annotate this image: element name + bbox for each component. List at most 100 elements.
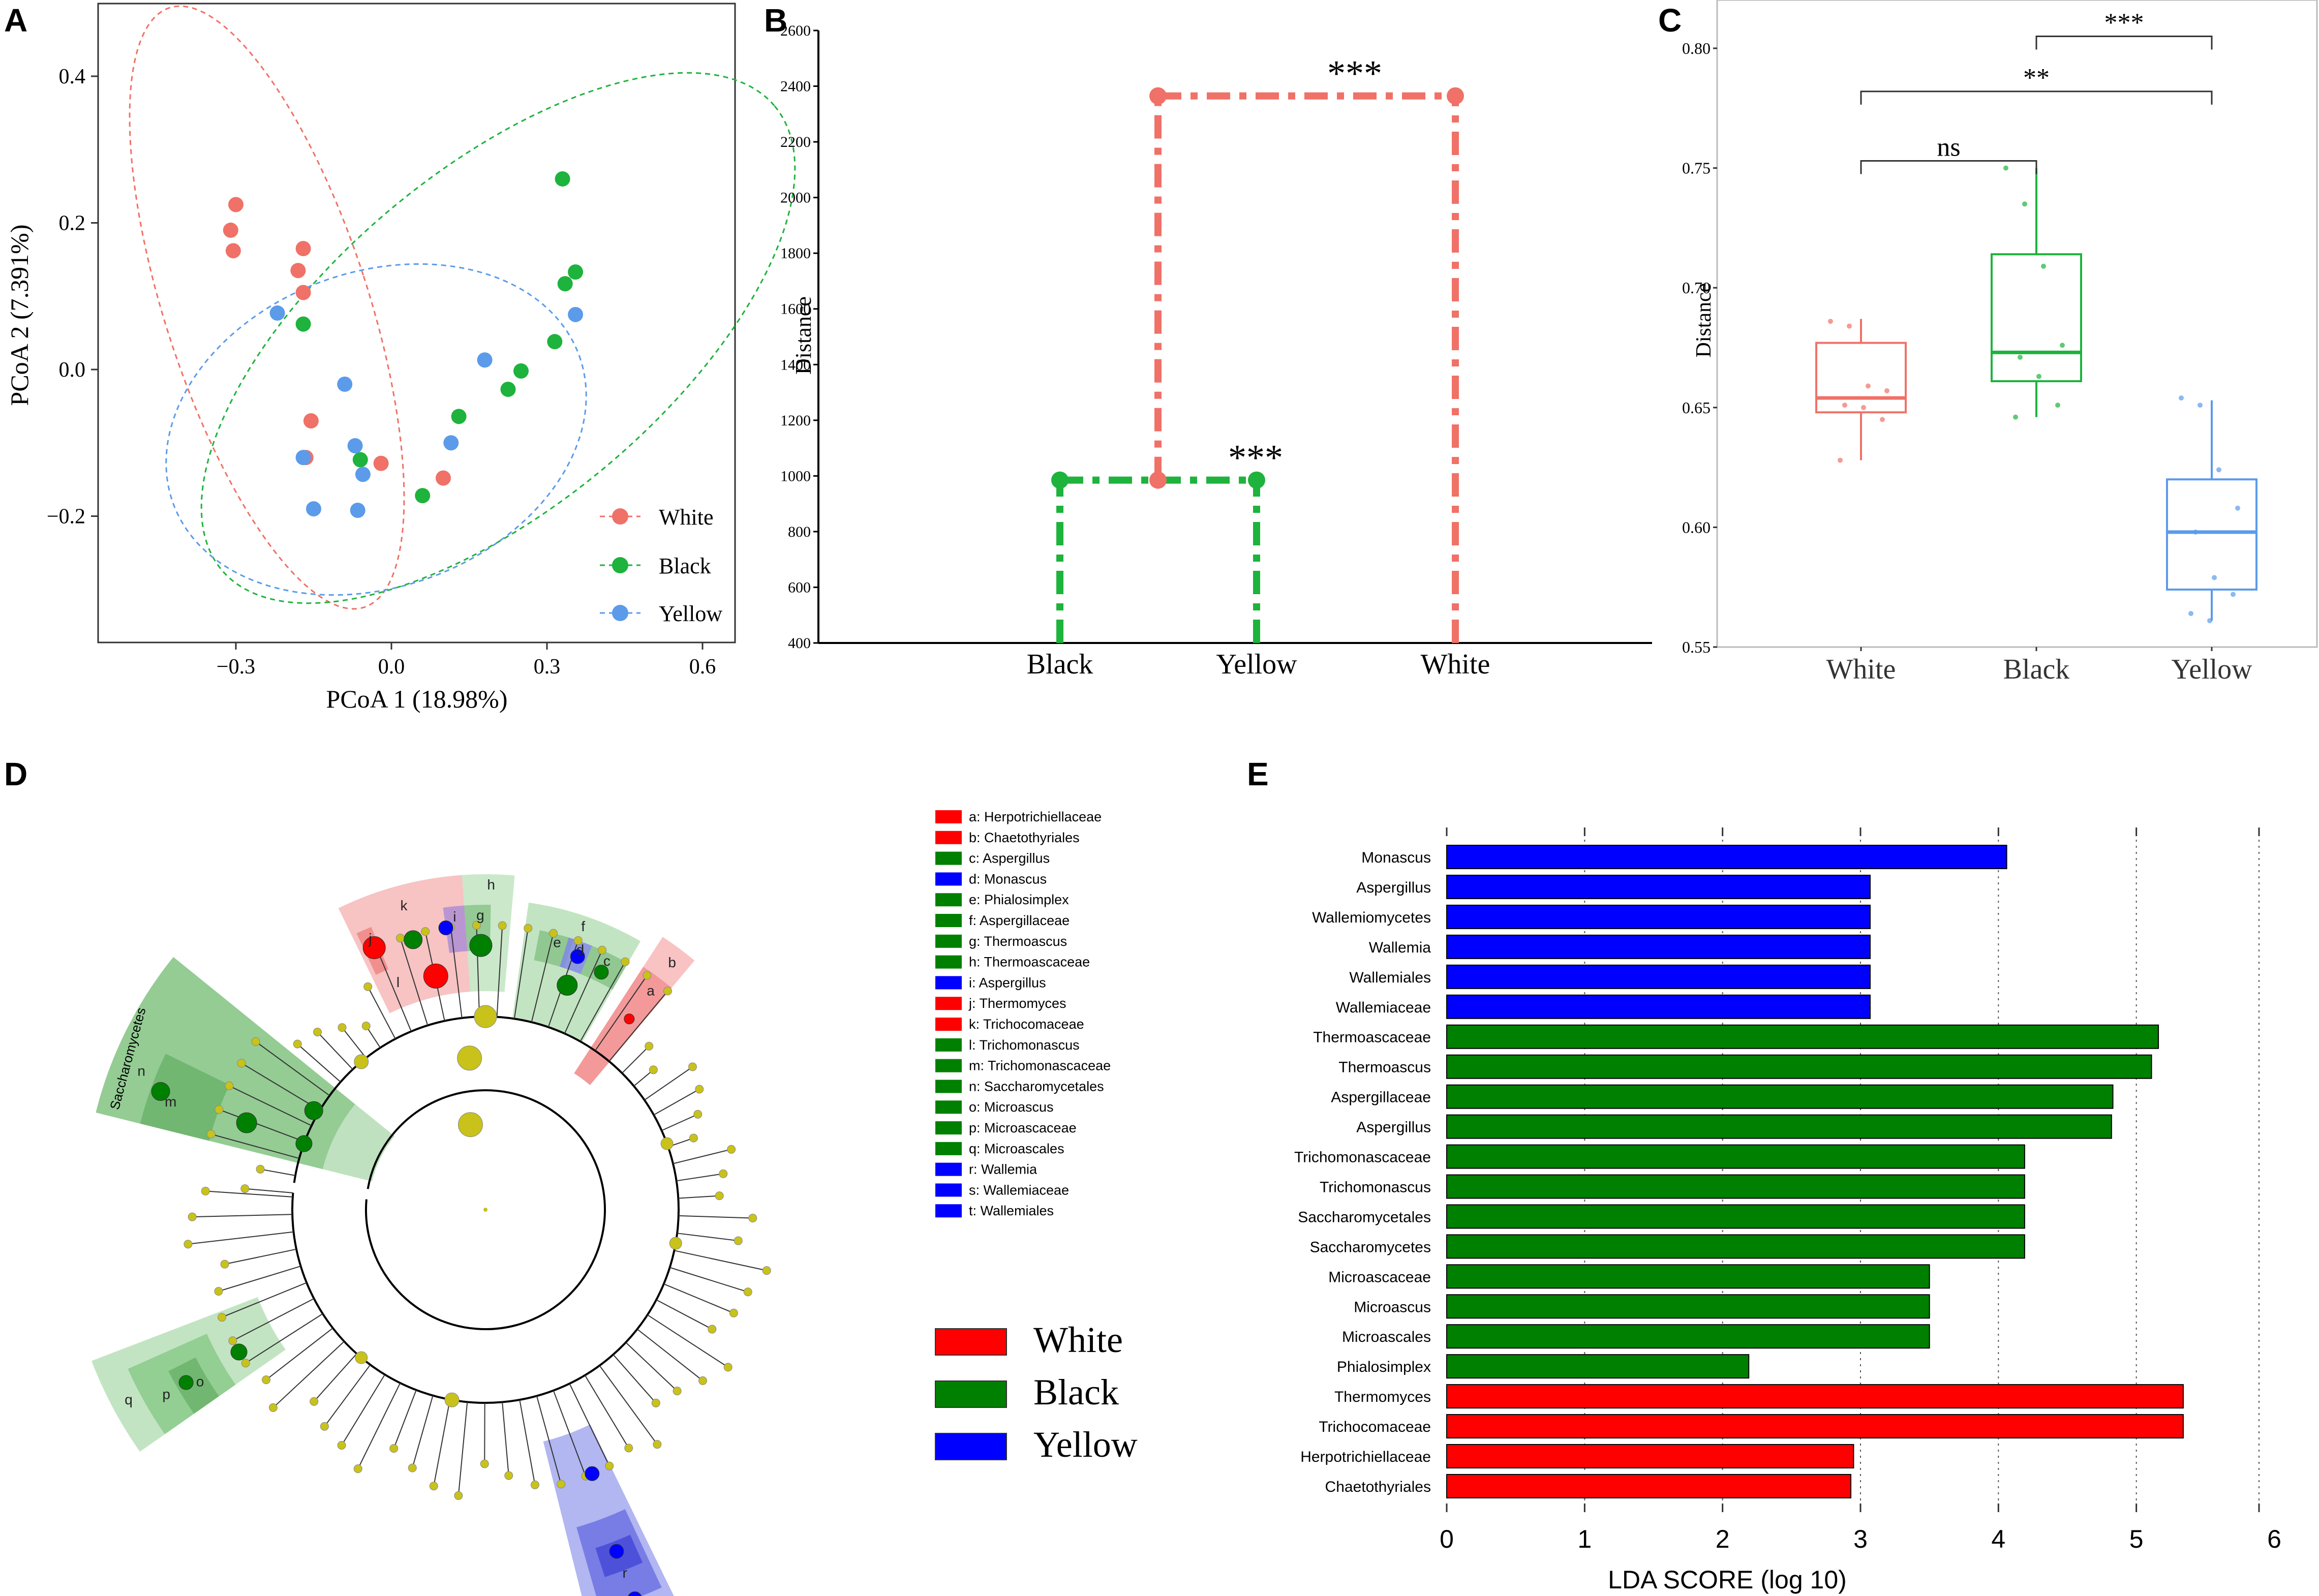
clado-sector-m — [140, 1054, 230, 1141]
clado-legend-swatch — [935, 1183, 962, 1197]
clado-branch — [241, 1062, 320, 1111]
clado-legend-swatch — [935, 1204, 962, 1218]
box-y-tick-label: 0.70 — [1682, 279, 1711, 297]
pcoa-ticks: −0.3 0.0 0.3 0.6 −0.2 0.0 0.2 0.4 — [47, 65, 716, 679]
pcoa-point-black — [568, 264, 584, 280]
clado-leaf-node — [729, 1308, 738, 1317]
clado-marker-node — [295, 1135, 313, 1152]
panel-label-d: D — [4, 756, 27, 792]
box-comparison-bracket — [1860, 90, 2213, 105]
clado-leaf-node — [268, 1403, 278, 1412]
clado-leaf-node — [337, 1440, 346, 1450]
box-point — [2018, 354, 2023, 360]
clado-branch — [669, 1267, 748, 1293]
lda-bar-label: Herpotrichiellaceae — [1300, 1449, 1431, 1465]
pcoa-point-yellow — [306, 501, 321, 517]
pcoa-point-yellow — [347, 438, 363, 454]
clado-leaf-node — [201, 1186, 210, 1195]
clado-branch — [192, 1214, 293, 1218]
lda-bar-label: Aspergillaceae — [1331, 1089, 1431, 1106]
clado-leaf-node — [184, 1240, 193, 1249]
clado-group-legend: White Black Yellow — [935, 1319, 1138, 1465]
lda-bar-label: Trichomonascaceae — [1294, 1149, 1431, 1166]
panel-label-c: C — [1658, 2, 1682, 39]
clado-legend-label: m: Trichomonascaceae — [969, 1058, 1111, 1073]
panel-e-lda: Monascus Aspergillus Wallemiomycetes Wallem… — [1294, 827, 2281, 1594]
box-x-tick-label: White — [1826, 654, 1896, 685]
clado-internal-node — [660, 1137, 674, 1150]
box-comparison-bracket — [1860, 160, 2037, 174]
pcoa-point-yellow — [337, 376, 353, 392]
pcoa-y-axis-label: PCoA 2 (7.391%) — [5, 225, 34, 406]
pcoa-x-tick-label: 0.6 — [689, 655, 716, 679]
lda-bar — [1446, 1474, 1852, 1498]
clado-branch — [625, 1342, 678, 1392]
clado-clade-label: k — [401, 898, 408, 913]
box-comparison-label: ns — [1937, 133, 1960, 162]
lda-x-tick-label: 1 — [1577, 1525, 1592, 1553]
pcoa-point-yellow — [295, 450, 311, 466]
lda-bar-label: Thermomyces — [1334, 1389, 1431, 1405]
clado-clade-label: c — [603, 953, 611, 969]
clado-marker-node — [236, 1112, 257, 1133]
pcoa-point-black — [500, 381, 516, 397]
box-point — [1838, 457, 1843, 463]
clado-legend-label: k: Trichocomaceae — [969, 1017, 1084, 1032]
clado-clade-label: s — [632, 1593, 639, 1596]
clado-branch — [677, 1233, 739, 1242]
pcoa-point-yellow — [443, 435, 459, 451]
clado-branch — [637, 1329, 704, 1382]
dendro-node — [1248, 471, 1265, 489]
dendro-y-tick-label: 2400 — [780, 78, 811, 95]
clado-branch — [584, 1375, 629, 1449]
box-point — [2193, 529, 2198, 535]
clado-marker-node — [423, 963, 448, 989]
dendro-tree: Black Yellow White *** *** — [1027, 53, 1490, 680]
pcoa-point-black — [557, 276, 573, 292]
box-y-axis-label: Distance — [1692, 283, 1716, 358]
legend-swatch-yellow — [612, 605, 628, 621]
clado-leaf-node — [643, 971, 652, 980]
clado-legend-swatch — [935, 810, 962, 823]
clado-branch — [245, 1313, 323, 1364]
dendro-y-tick-label: 2600 — [780, 22, 811, 39]
clado-branch — [357, 1383, 401, 1469]
box-ticks: 0.55 0.60 0.65 0.70 0.75 0.80 — [1682, 39, 1717, 656]
lda-x-tick-label: 3 — [1853, 1525, 1868, 1553]
pcoa-legend-white: White — [659, 505, 714, 530]
clado-legend-label: i: Aspergillus — [969, 975, 1046, 990]
clado-leaf-node — [727, 1145, 736, 1154]
clado-leaf-node — [723, 1363, 733, 1372]
clado-marker-node — [178, 1375, 194, 1390]
lda-bar-label: Aspergillus — [1356, 1119, 1431, 1136]
clado-branch — [678, 1195, 720, 1199]
clado-legend-label: h: Thermoascaceae — [969, 955, 1090, 970]
dendro-y-tick-label: 1600 — [780, 301, 811, 318]
pcoa-point-white — [303, 413, 319, 428]
clado-marker-node — [230, 1343, 248, 1361]
pcoa-frame — [97, 3, 736, 643]
pcoa-y-tick-label: 0.4 — [59, 65, 86, 88]
clado-leaf-node — [624, 1444, 633, 1453]
pcoa-point-white — [290, 263, 306, 279]
clado-legend-label: q: Microascales — [969, 1141, 1064, 1156]
clado-leaf-node — [504, 1471, 513, 1480]
lda-bars: Monascus Aspergillus Wallemiomycetes Wallem… — [1294, 845, 2184, 1498]
panel-label-a: A — [4, 2, 27, 39]
pcoa-x-tick-label: 0.0 — [378, 655, 405, 679]
clado-legend-swatch — [935, 914, 962, 927]
clado-marker-node — [570, 949, 585, 964]
clado-leaf-node — [524, 924, 533, 933]
clado-clade-label: i — [453, 909, 456, 925]
ellipse-black — [200, 72, 796, 604]
pcoa-ellipses — [129, 5, 796, 610]
clado-sector-b — [643, 937, 695, 988]
clado-branch — [569, 1383, 610, 1466]
clado-leaf-node — [715, 1191, 724, 1201]
clado-branch — [661, 1114, 698, 1131]
pcoa-points — [223, 171, 584, 518]
clado-clade-label: h — [487, 877, 495, 893]
clado-leaf-node — [530, 1480, 539, 1489]
clado-branch — [673, 1149, 731, 1164]
clado-leaf-node — [645, 1041, 654, 1051]
